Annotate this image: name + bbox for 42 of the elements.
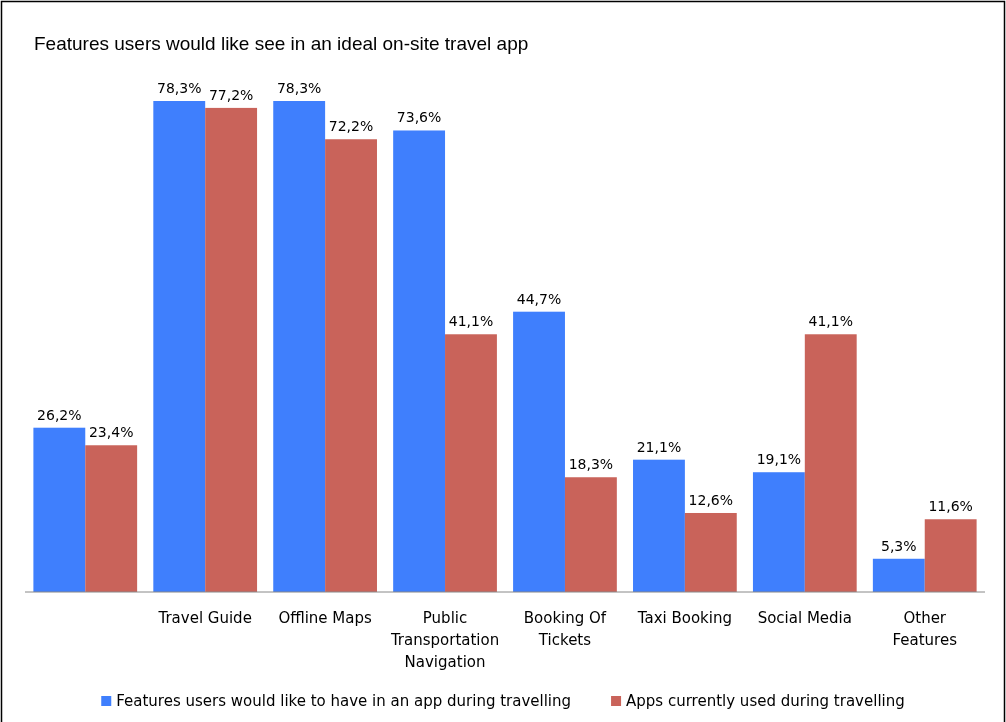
legend-label: Features users would like to have in an app during travelling bbox=[116, 692, 572, 710]
bar bbox=[33, 427, 86, 592]
data-label: 11,6% bbox=[928, 498, 973, 515]
bar bbox=[205, 107, 258, 592]
bar bbox=[564, 477, 617, 592]
data-label: 26,2% bbox=[37, 406, 82, 423]
chart-title: Features users would like see in an ideal on-site travel app bbox=[34, 33, 529, 54]
data-label: 41,1% bbox=[448, 313, 494, 330]
bar bbox=[325, 139, 377, 592]
data-label: 5,3% bbox=[881, 537, 917, 554]
data-label: 19,1% bbox=[756, 451, 802, 468]
data-label: 73,6% bbox=[396, 109, 442, 126]
bar bbox=[924, 519, 977, 592]
bar bbox=[804, 334, 857, 592]
x-tick-label: Booking Of Tickets bbox=[523, 609, 607, 649]
data-label: 78,3% bbox=[276, 80, 322, 96]
x-tick-label: Social Media bbox=[757, 609, 852, 627]
data-label: 44,7% bbox=[516, 290, 562, 307]
data-label: 77,2% bbox=[208, 86, 254, 103]
data-label: 18,3% bbox=[568, 456, 614, 473]
data-label: 21,1% bbox=[636, 438, 682, 455]
bar bbox=[684, 512, 737, 592]
data-label: 78,3% bbox=[157, 80, 202, 96]
data-label: 23,4% bbox=[88, 424, 134, 441]
bar bbox=[872, 558, 925, 592]
data-label: 12,6% bbox=[688, 491, 734, 508]
x-tick-label: Taxi Booking bbox=[636, 609, 732, 627]
bar bbox=[752, 472, 805, 592]
bar bbox=[513, 311, 565, 592]
bar bbox=[633, 459, 685, 592]
x-tick-label: Other Features bbox=[892, 609, 958, 649]
bar bbox=[445, 334, 497, 592]
x-tick-label: Offline Maps bbox=[278, 609, 373, 627]
data-label: 41,1% bbox=[808, 313, 853, 330]
x-tick-label: Public Transportation Navigation bbox=[389, 609, 500, 671]
x-tick-label: Travel Guide bbox=[157, 609, 252, 627]
bar bbox=[273, 101, 326, 592]
data-label: 72,2% bbox=[328, 118, 374, 135]
bar bbox=[153, 101, 206, 592]
bar bbox=[85, 445, 138, 592]
bar bbox=[393, 130, 446, 592]
legend-label: Apps currently used during travelling bbox=[626, 692, 905, 710]
